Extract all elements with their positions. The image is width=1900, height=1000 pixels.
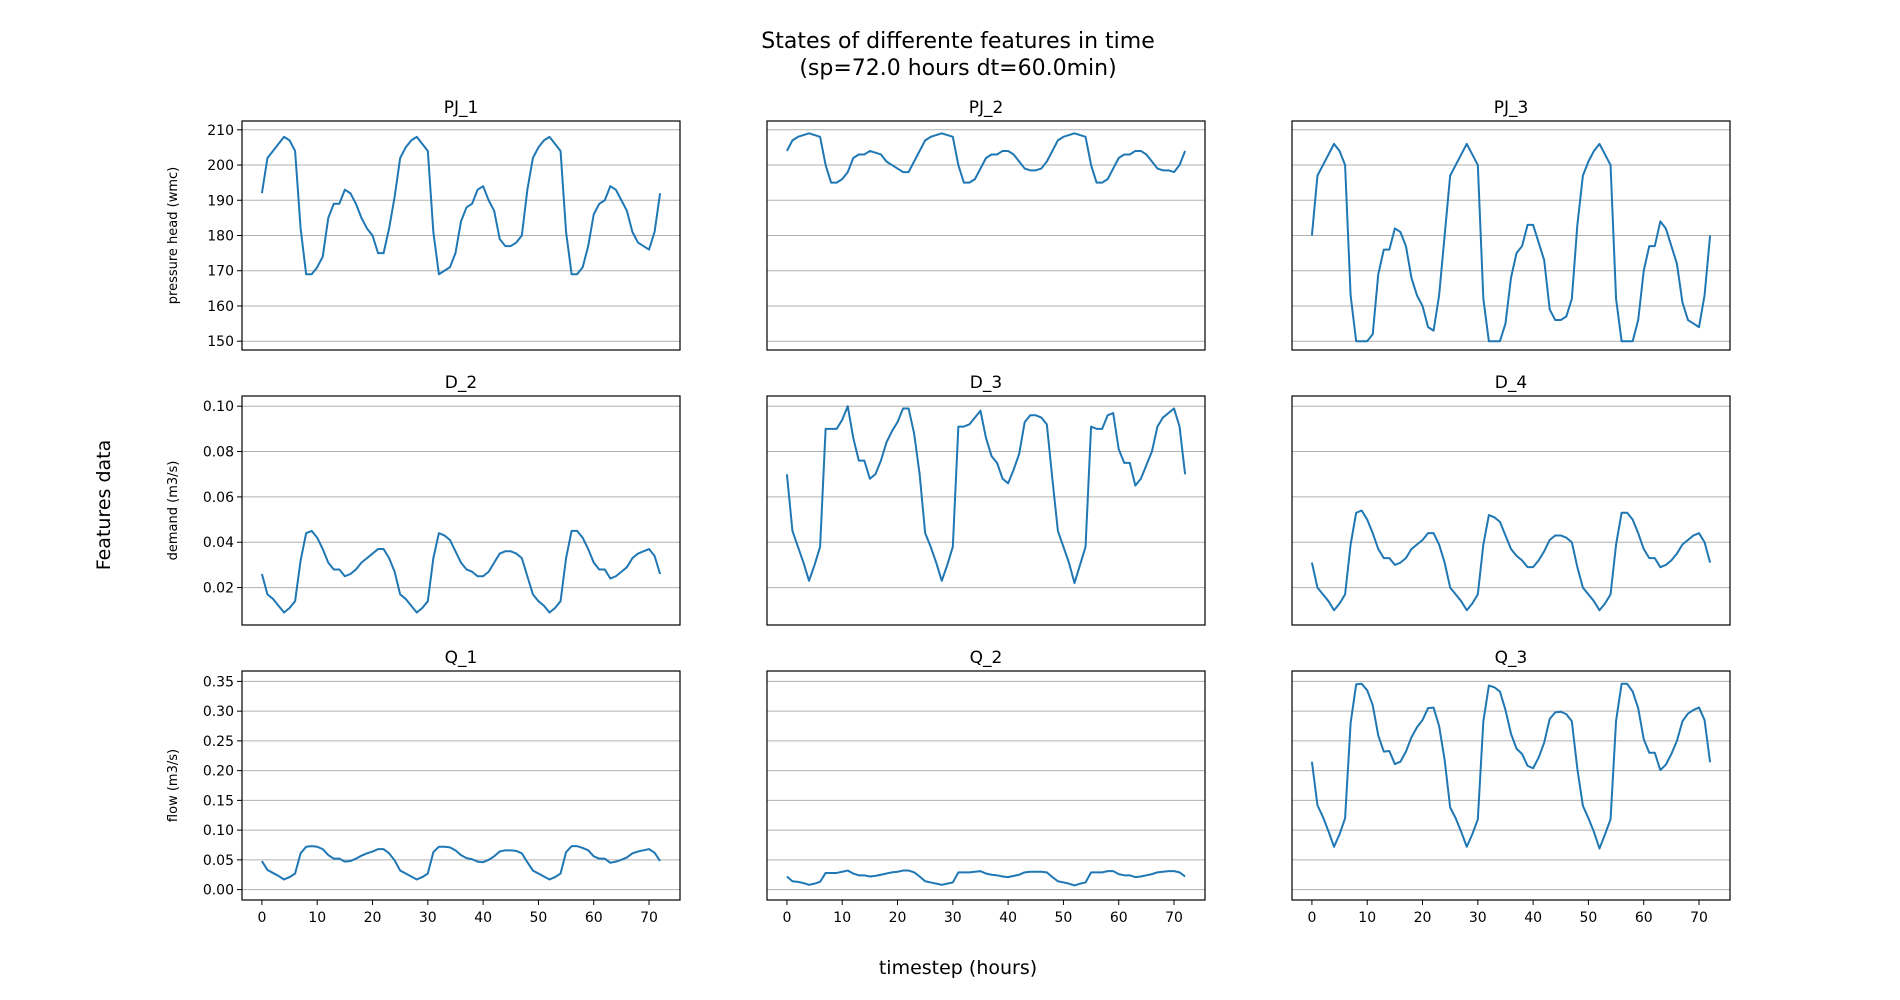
subplot-title: D_3 [970,373,1002,393]
subplot-q-1: 0.00 0.05 0.10 0.15 0.20 0.25 0.30 0.35 0 10 20 30 4… [166,648,681,926]
axes-frame [1291,670,1731,901]
x-tick-label: 60 [585,910,603,926]
subplot-title: D_4 [1495,373,1527,393]
figure-title-line-2: (sp=72.0 hours dt=60.0min) [799,56,1116,81]
y-tick-label: 0.02 [203,581,234,597]
axes-frame [241,395,681,626]
axes-frame [766,395,1206,626]
x-tick-label: 0 [1307,910,1316,926]
figure-title-line-1: States of differente features in time [761,29,1155,54]
y-tick-label: 0.00 [203,883,234,899]
x-tick-label: 20 [1414,910,1432,926]
x-tick-label: 20 [889,910,907,926]
y-tick-label: 0.15 [203,793,234,809]
axes-frame [1291,395,1731,626]
figure-y-label: Features data [93,440,115,571]
x-tick-label: 0 [257,910,266,926]
series-line [261,845,661,881]
series-line [1310,142,1712,343]
axes-frame [766,670,1206,901]
subplot-pj-2: PJ_2 [766,98,1206,351]
x-tick-label: 30 [1469,910,1487,926]
x-tick-label: 50 [530,910,548,926]
subplot-pj-1: 150 160 170 180 190 200 210 PJ_1 pressure head (… [166,98,681,351]
subplot-title: PJ_1 [444,98,479,118]
y-tick-label: 160 [207,299,234,315]
subplot-title: PJ_2 [969,98,1004,118]
subplot-title: Q_2 [970,648,1003,668]
y-tick-label: 0.05 [203,853,234,869]
subplot-y-label: pressure head (wmc) [166,167,181,304]
y-tick-label: 0.06 [203,490,234,506]
axes-frame [766,120,1206,351]
x-tick-label: 0 [782,910,791,926]
x-tick-label: 10 [833,910,851,926]
series-line [786,132,1187,184]
x-tick-label: 30 [944,910,962,926]
y-tick-label: 200 [207,158,234,174]
subplot-q-3: 0 10 20 30 40 50 60 70 Q_3 [1291,648,1731,926]
subplot-title: Q_3 [1495,648,1528,668]
subplot-title: Q_1 [445,648,478,668]
subplot-y-label: flow (m3/s) [166,749,181,822]
y-tick-label: 150 [207,334,234,350]
series-line [1310,509,1712,612]
series-line [260,529,662,614]
x-tick-label: 10 [308,910,326,926]
subplot-d-3: D_3 [766,373,1206,626]
x-tick-label: 60 [1635,910,1653,926]
x-tick-label: 20 [364,910,382,926]
y-tick-label: 0.35 [203,674,234,690]
y-tick-label: 0.25 [203,734,234,750]
x-tick-label: 60 [1110,910,1128,926]
y-tick-label: 0.10 [203,823,234,839]
y-tick-label: 0.04 [203,535,234,551]
axes-frame [241,670,681,901]
axes-frame [241,120,681,351]
x-tick-label: 50 [1055,910,1073,926]
figure-x-label: timestep (hours) [879,957,1037,979]
y-tick-label: 0.20 [203,764,234,780]
subplot-title: PJ_3 [1494,98,1529,118]
x-tick-label: 40 [1524,910,1542,926]
subplot-d-4: D_4 [1291,373,1731,626]
x-tick-label: 70 [1165,910,1183,926]
axes-frame [1291,120,1731,351]
subplot-y-label: demand (m3/s) [166,461,181,561]
x-tick-label: 40 [474,910,492,926]
series-line [785,405,1187,585]
x-tick-label: 70 [1690,910,1708,926]
x-tick-label: 50 [1580,910,1598,926]
y-tick-label: 180 [207,229,234,245]
y-tick-label: 0.30 [203,704,234,720]
y-tick-label: 210 [207,123,234,139]
y-tick-label: 0.10 [203,399,234,415]
subplot-q-2: 0 10 20 30 40 50 60 70 Q_2 [766,648,1206,926]
x-tick-label: 40 [999,910,1017,926]
x-tick-label: 30 [419,910,437,926]
subplot-title: D_2 [445,373,477,393]
y-tick-label: 170 [207,264,234,280]
x-tick-label: 70 [640,910,658,926]
series-line [1310,682,1712,850]
series-line [786,869,1186,887]
y-tick-label: 190 [207,193,234,209]
subplot-pj-3: PJ_3 [1291,98,1731,351]
y-tick-label: 0.08 [203,445,234,461]
x-tick-label: 10 [1358,910,1376,926]
series-line [260,135,662,276]
